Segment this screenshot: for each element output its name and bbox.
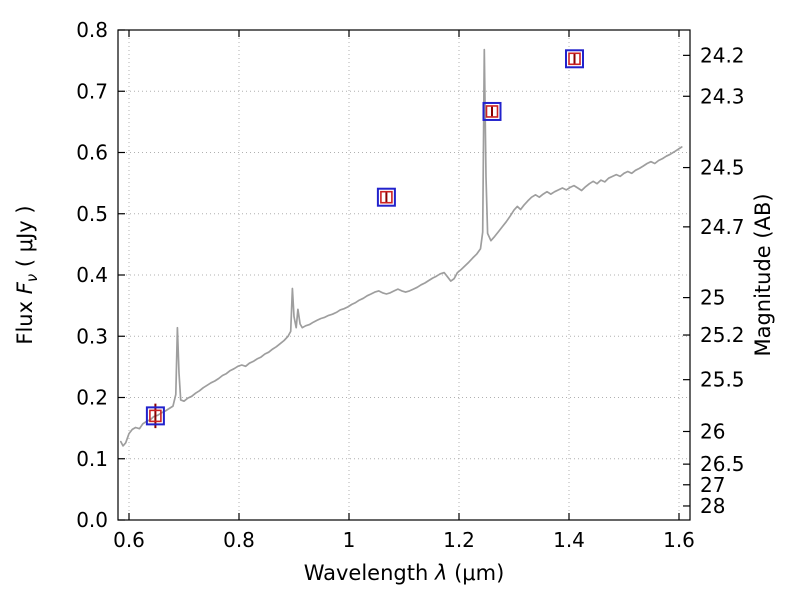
marker-inner-square (380, 190, 393, 204)
y-tick-label-left: 0.3 (76, 324, 108, 348)
photometry-marker (376, 187, 396, 207)
marker-inner-square (568, 52, 581, 66)
y-tick-label-left: 0.2 (76, 386, 108, 410)
y-tick-label-right: 26.5 (700, 452, 745, 476)
y-tick-label-left: 0.1 (76, 447, 108, 471)
spectrum-line (119, 48, 683, 447)
x-tick-label: 1 (343, 528, 356, 552)
x-axis-label-post: (μm) (447, 561, 504, 585)
x-axis-label-pre: Wavelength (304, 561, 435, 585)
x-tick-label: 1.2 (443, 528, 475, 552)
tick-layer (118, 29, 690, 521)
y-tick-label-right: 28 (700, 494, 725, 518)
marker-outer-square (482, 101, 502, 121)
axes-frame (117, 29, 691, 521)
grid-layer (118, 29, 690, 521)
x-tick-label: 0.8 (223, 528, 255, 552)
tick-label-layer: 0.6 0.8 1 1.2 1.4 1.6 0.0 0.1 0.2 0.3 0.4 0.5 0.6 0.7… (76, 18, 744, 552)
y-tick-label-right: 25.5 (700, 368, 745, 392)
marker-outer-square (376, 187, 396, 207)
y-tick-label-right: 24.5 (700, 156, 745, 180)
y-left-label-sub: ν (23, 274, 41, 282)
marker-outer-square (565, 49, 584, 69)
y-tick-label-right: 26 (700, 419, 725, 443)
y-tick-label-left: 0.8 (76, 18, 108, 42)
y-tick-label-left: 0.6 (76, 141, 108, 165)
series-layer (119, 48, 683, 447)
y-tick-label-right: 27 (700, 473, 725, 497)
y-axis-label-left: Flux Fν ( μJy ) (13, 205, 41, 344)
x-tick-label: 1.4 (553, 528, 585, 552)
y-left-label-post: ( μJy ) (13, 205, 37, 273)
y-left-label-math: F (13, 281, 37, 294)
marker-outer-square (145, 406, 165, 426)
photometry-marker (565, 49, 584, 69)
y-tick-label-left: 0.4 (76, 263, 108, 287)
photometry-marker (145, 403, 165, 429)
marker-inner-square (149, 409, 162, 423)
y-tick-label-right: 24.2 (700, 43, 745, 67)
marker-inner-square (485, 105, 499, 118)
x-tick-label: 0.6 (113, 528, 145, 552)
y-tick-label-right: 24.7 (700, 215, 745, 239)
y-tick-label-right: 24.3 (700, 84, 745, 108)
x-axis-label: Wavelength λ (μm) (304, 561, 505, 585)
y-tick-label-left: 0.7 (76, 79, 108, 103)
x-tick-label: 1.6 (663, 528, 695, 552)
y-tick-label-right: 25 (700, 286, 725, 310)
x-axis-label-math: λ (434, 561, 447, 585)
y-tick-label-left: 0.0 (76, 508, 108, 532)
y-tick-label-left: 0.5 (76, 202, 108, 226)
y-axis-label-right: Magnitude (AB) (751, 193, 775, 356)
photometry-marker (482, 101, 502, 121)
y-tick-label-right: 25.2 (700, 323, 745, 347)
y-left-label-pre: Flux (13, 294, 37, 344)
